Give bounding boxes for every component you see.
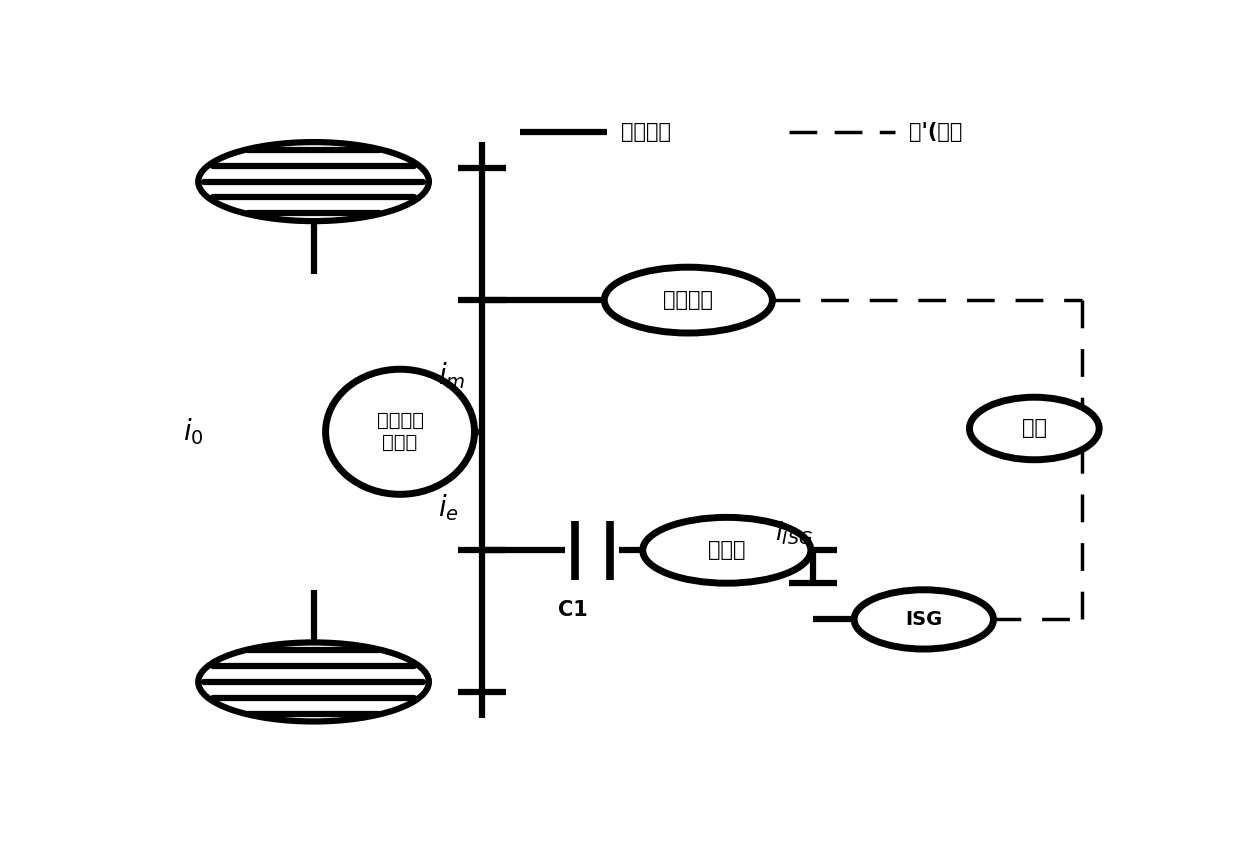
Ellipse shape xyxy=(604,267,773,333)
Ellipse shape xyxy=(198,142,429,221)
Text: 机械连接: 机械连接 xyxy=(621,122,671,142)
Ellipse shape xyxy=(642,517,811,583)
Ellipse shape xyxy=(970,398,1099,460)
Text: $i_e$: $i_e$ xyxy=(439,492,459,523)
Text: $i_{ISG}$: $i_{ISG}$ xyxy=(775,520,812,547)
Text: 驱动电机: 驱动电机 xyxy=(663,290,713,310)
Text: $i_0$: $i_0$ xyxy=(184,416,203,447)
Text: 发动机: 发动机 xyxy=(708,540,745,560)
Ellipse shape xyxy=(198,642,429,722)
Ellipse shape xyxy=(854,590,993,649)
Text: $i_m$: $i_m$ xyxy=(439,361,466,392)
Text: 电池: 电池 xyxy=(1022,418,1047,439)
Ellipse shape xyxy=(326,369,475,494)
Text: C1: C1 xyxy=(558,599,588,620)
Text: 主减速器
差速器: 主减速器 差速器 xyxy=(377,411,424,452)
Text: 电'(连接: 电'(连接 xyxy=(909,122,962,142)
Text: ISG: ISG xyxy=(905,610,942,629)
